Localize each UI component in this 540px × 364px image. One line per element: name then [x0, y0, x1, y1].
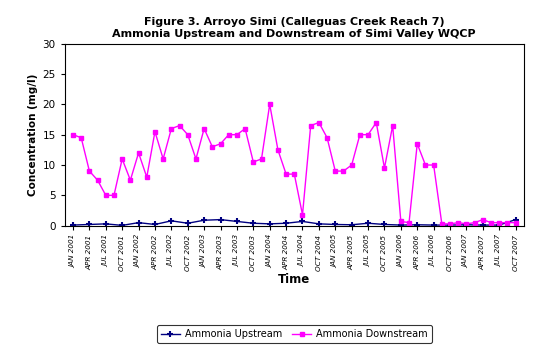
X-axis label: Time: Time: [278, 273, 310, 286]
Ammonia Upstream: [234, 219, 240, 223]
Ammonia Upstream: [463, 222, 470, 227]
Ammonia Upstream: [299, 219, 306, 223]
Ammonia Downstream: [438, 222, 445, 226]
Ammonia Downstream: [152, 130, 158, 134]
Ammonia Upstream: [201, 218, 207, 222]
Ammonia Upstream: [381, 222, 388, 227]
Ammonia Upstream: [136, 221, 142, 225]
Ammonia Downstream: [119, 157, 125, 161]
Ammonia Upstream: [332, 222, 339, 227]
Ammonia Upstream: [119, 223, 125, 228]
Ammonia Downstream: [266, 102, 273, 107]
Ammonia Upstream: [70, 223, 76, 227]
Ammonia Upstream: [103, 222, 109, 226]
Ammonia Upstream: [447, 223, 453, 227]
Ammonia Downstream: [176, 123, 183, 128]
Title: Figure 3. Arroyo Simi (Calleguas Creek Reach 7)
Ammonia Upstream and Downstream : Figure 3. Arroyo Simi (Calleguas Creek R…: [112, 17, 476, 39]
Ammonia Downstream: [70, 132, 76, 137]
Ammonia Upstream: [283, 221, 289, 225]
Ammonia Downstream: [480, 217, 486, 222]
Ammonia Upstream: [316, 222, 322, 226]
Ammonia Downstream: [512, 221, 519, 225]
Ammonia Upstream: [168, 219, 174, 223]
Ammonia Downstream: [234, 132, 240, 137]
Ammonia Upstream: [365, 221, 372, 225]
Ammonia Upstream: [348, 222, 355, 227]
Ammonia Upstream: [250, 221, 256, 225]
Line: Ammonia Downstream: Ammonia Downstream: [71, 102, 518, 226]
Ammonia Upstream: [185, 221, 191, 225]
Ammonia Upstream: [86, 222, 93, 227]
Ammonia Upstream: [152, 222, 158, 227]
Ammonia Upstream: [480, 223, 486, 227]
Ammonia Upstream: [430, 223, 437, 227]
Legend: Ammonia Upstream, Ammonia Downstream: Ammonia Upstream, Ammonia Downstream: [157, 325, 432, 343]
Ammonia Upstream: [496, 223, 502, 227]
Ammonia Upstream: [266, 222, 273, 226]
Ammonia Upstream: [512, 217, 519, 222]
Y-axis label: Concentration (mg/l): Concentration (mg/l): [29, 74, 38, 196]
Ammonia Downstream: [504, 221, 511, 225]
Ammonia Upstream: [217, 217, 224, 222]
Line: Ammonia Upstream: Ammonia Upstream: [70, 216, 519, 229]
Ammonia Upstream: [414, 222, 421, 227]
Ammonia Upstream: [397, 223, 404, 227]
